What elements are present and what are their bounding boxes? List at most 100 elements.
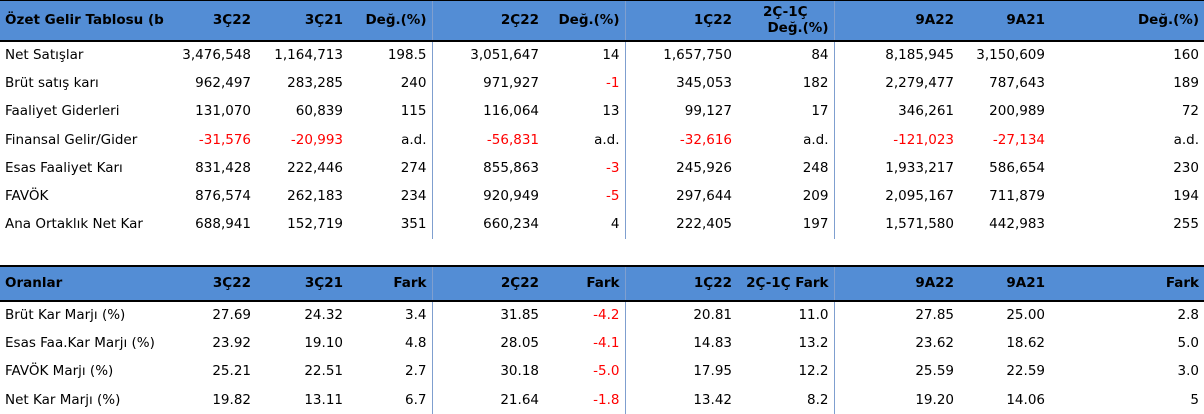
table-cell: 262,183 xyxy=(287,188,343,205)
table-cell: 920,949 xyxy=(431,181,544,211)
row-label: Brüt satış karı xyxy=(5,74,99,91)
table-cell: 442,983 xyxy=(989,216,1045,233)
table-cell: 30.18 xyxy=(431,357,544,386)
table-cell: 787,643 xyxy=(989,74,1045,91)
table-row: Brüt Kar Marjı (%) 27.69 24.32 3.4 31.85 -4.2… xyxy=(0,300,1204,329)
table-cell: 222,405 xyxy=(624,210,737,239)
income-header-deg-3: Değ.(%) xyxy=(348,0,432,42)
table-cell: -4.1 xyxy=(593,335,620,352)
income-header-9a21-9: 9A21 xyxy=(959,0,1050,42)
row-label: Brüt Kar Marjı (%) xyxy=(5,307,126,324)
table-cell: 6.7 xyxy=(405,391,427,408)
table-cell: 297,644 xyxy=(624,181,737,211)
table-cell: 22.59 xyxy=(1006,363,1045,380)
table-cell: -20,993 xyxy=(290,131,343,148)
table-cell: 3,150,609 xyxy=(976,47,1045,64)
table-cell: 255 xyxy=(1173,216,1199,233)
table-cell: 283,285 xyxy=(287,74,343,91)
table-cell: 1,571,580 xyxy=(833,210,959,239)
table-cell: 12.2 xyxy=(798,363,829,380)
table-cell: 2.8 xyxy=(1177,307,1199,324)
table-cell: 17.95 xyxy=(624,357,737,386)
table-cell: 14.83 xyxy=(624,328,737,358)
table-cell: 197 xyxy=(802,216,829,233)
row-label: Net Satışlar xyxy=(5,47,84,64)
ratios-header-fark-10: Fark xyxy=(1050,264,1204,302)
table-cell: -5 xyxy=(606,188,620,205)
table-cell: -32,616 xyxy=(624,125,737,154)
table-cell: 4.8 xyxy=(405,335,427,352)
income-header-9a22-8: 9A22 xyxy=(833,0,959,42)
table-cell: 115 xyxy=(400,103,427,120)
table-cell: 19.82 xyxy=(212,391,251,408)
table-gap xyxy=(0,239,1204,265)
income-header-3c21-2: 3Ç21 xyxy=(256,0,348,42)
table-cell: 13.2 xyxy=(798,335,829,352)
income-header-3c22-1: 3Ç22 xyxy=(165,0,256,42)
table-cell: 3,476,548 xyxy=(182,47,251,64)
table-cell: a.d. xyxy=(594,131,620,148)
table-cell: 8,185,945 xyxy=(833,40,959,69)
table-cell: -1 xyxy=(606,74,620,91)
table-cell: 351 xyxy=(400,216,427,233)
table-cell: 688,941 xyxy=(195,216,251,233)
table-cell: 18.62 xyxy=(1006,335,1045,352)
table-cell: 23.62 xyxy=(833,328,959,358)
ratios-header-9a21-9: 9A21 xyxy=(959,264,1050,302)
table-cell: 230 xyxy=(1173,159,1199,176)
ratios-header-2c22-4: 2Ç22 xyxy=(431,264,544,302)
table-cell: 971,927 xyxy=(431,68,544,98)
table-cell: 14 xyxy=(602,47,620,64)
table-cell: 25.21 xyxy=(212,363,251,380)
row-label: Ana Ortaklık Net Kar xyxy=(5,216,143,233)
table-cell: 1,164,713 xyxy=(274,47,343,64)
table-cell: 876,574 xyxy=(195,188,251,205)
table-row: Esas Faa.Kar Marjı (%) 23.92 19.10 4.8 28.05… xyxy=(0,328,1204,358)
table-cell: 855,863 xyxy=(431,153,544,182)
table-cell: 31.85 xyxy=(431,300,544,329)
table-row: FAVÖK Marjı (%) 25.21 22.51 2.7 30.18 -5.0 17.… xyxy=(0,357,1204,386)
table-row: Net Satışlar 3,476,548 1,164,713 198.5 3,051… xyxy=(0,40,1204,69)
income-header-2c22-4: 2Ç22 xyxy=(431,0,544,42)
row-label: Faaliyet Giderleri xyxy=(5,103,120,120)
ratios-header-3c22-1: 3Ç22 xyxy=(165,264,256,302)
table-cell: 22.51 xyxy=(304,363,343,380)
table-cell: -121,023 xyxy=(833,125,959,154)
ratios-header-9a22-8: 9A22 xyxy=(833,264,959,302)
table-cell: 248 xyxy=(802,159,829,176)
ratios-header-row: Oranlar 3Ç22 3Ç21 Fark 2Ç22 Fark 1Ç22 2Ç-1Ç Far… xyxy=(0,264,1204,302)
row-label: FAVÖK Marjı (%) xyxy=(5,363,114,380)
ratios-header-fark-5: Fark xyxy=(544,264,625,302)
row-label: Finansal Gelir/Gider xyxy=(5,131,138,148)
table-cell: -5.0 xyxy=(593,363,620,380)
table-cell: 20.81 xyxy=(624,300,737,329)
table-cell: 198.5 xyxy=(387,47,427,64)
table-cell: a.d. xyxy=(1173,131,1199,148)
table-cell: 19.10 xyxy=(304,335,343,352)
table-cell: 27.85 xyxy=(833,300,959,329)
table-cell: -31,576 xyxy=(198,131,251,148)
table-cell: -56,831 xyxy=(431,125,544,154)
table-row: Finansal Gelir/Gider -31,576 -20,993 a.d. -5… xyxy=(0,125,1204,154)
table-cell: 346,261 xyxy=(833,97,959,126)
table-cell: 4 xyxy=(610,216,620,233)
table-cell: -4.2 xyxy=(593,307,620,324)
row-label: Esas Faa.Kar Marjı (%) xyxy=(5,335,155,352)
table-cell: 13.11 xyxy=(304,391,343,408)
income-header-deg-5: Değ.(%) xyxy=(544,0,625,42)
row-label: Esas Faaliyet Karı xyxy=(5,159,123,176)
table-cell: 8.2 xyxy=(807,391,829,408)
table-cell: 2,095,167 xyxy=(833,181,959,211)
table-cell: 60,839 xyxy=(295,103,343,120)
row-label: FAVÖK xyxy=(5,188,49,205)
table-cell: 3.0 xyxy=(1177,363,1199,380)
table-cell: 28.05 xyxy=(431,328,544,358)
table-cell: 21.64 xyxy=(431,385,544,414)
ratios-header-1c22-6: 1Ç22 xyxy=(624,264,737,302)
table-cell: 3.4 xyxy=(405,307,427,324)
table-cell: 345,053 xyxy=(624,68,737,98)
table-row: Net Kar Marjı (%) 19.82 13.11 6.7 21.64 -1.8 1… xyxy=(0,385,1204,414)
table-row: FAVÖK 876,574 262,183 234 920,949 -5 297,644 20… xyxy=(0,181,1204,211)
table-cell: 84 xyxy=(811,47,829,64)
table-cell: 189 xyxy=(1173,74,1199,91)
